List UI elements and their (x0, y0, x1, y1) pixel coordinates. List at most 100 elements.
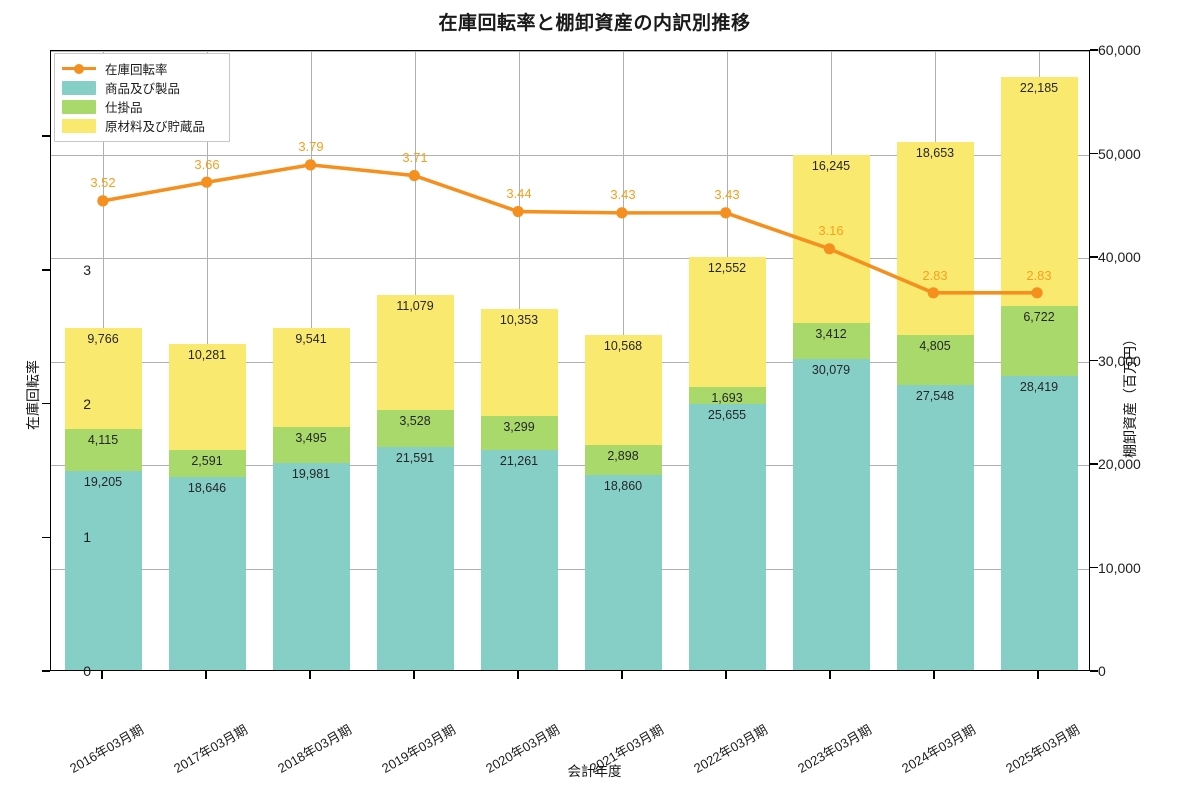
y-tick-label-right: 0 (1098, 663, 1106, 679)
bar-segment-1[interactable]: 4,805 (896, 335, 974, 385)
line-value-label: 3.52 (90, 175, 116, 191)
bar-segment-value-label: 19,205 (83, 475, 123, 490)
bar-segment-2[interactable]: 18,653 (896, 142, 974, 336)
y-tick-label-right: 20,000 (1098, 456, 1141, 472)
line-marker[interactable] (97, 195, 109, 207)
y-tick-label-left: 3 (83, 261, 91, 278)
legend-line-swatch-icon (62, 62, 96, 76)
line-value-label: 3.43 (714, 187, 740, 203)
bar-segment-0[interactable]: 21,591 (376, 446, 454, 670)
y-tick-right (1090, 463, 1098, 465)
bar-segment-value-label: 10,353 (499, 312, 539, 327)
bar-segment-1[interactable]: 2,898 (584, 444, 662, 475)
legend-item[interactable]: 仕掛品 (62, 97, 222, 116)
bar-segment-1[interactable]: 3,299 (480, 415, 558, 450)
x-tick (1037, 671, 1039, 679)
bar-segment-2[interactable]: 9,766 (64, 327, 142, 429)
line-marker[interactable] (512, 205, 524, 218)
x-tick (725, 671, 727, 679)
bar-segment-1[interactable]: 2,591 (168, 450, 246, 478)
bar-segment-1[interactable]: 3,412 (792, 323, 870, 359)
y-tick-label-right: 50,000 (1098, 145, 1141, 162)
line-marker[interactable] (408, 169, 420, 182)
bar-segment-value-label: 3,412 (815, 327, 847, 342)
legend-color-swatch-icon (62, 99, 96, 114)
line-value-label: 3.66 (194, 156, 220, 172)
x-axis-title: 会計年度 (567, 764, 622, 779)
line-value-label: 2.83 (922, 267, 948, 283)
bar-segment-0[interactable]: 25,655 (688, 404, 766, 670)
y-tick-left (42, 269, 50, 271)
bar-segment-1[interactable]: 3,528 (376, 410, 454, 447)
bar-segment-0[interactable]: 30,079 (792, 358, 870, 670)
gridline-horizontal (51, 568, 1089, 570)
bar-segment-2[interactable]: 22,185 (1000, 76, 1078, 307)
line-marker[interactable] (304, 159, 317, 171)
chart-legend: 在庫回転率商品及び製品 仕掛品 原材料及び貯蔵品 (54, 53, 230, 142)
bar-segment-value-label: 28,419 (1019, 379, 1059, 394)
line-value-label: 2.83 (1026, 267, 1052, 283)
y-axis-right-title: 棚卸資産（百万円） (1122, 331, 1138, 458)
gridline-horizontal (51, 154, 1089, 156)
legend-item[interactable]: 在庫回転率 (62, 59, 222, 78)
bar-segment-2[interactable]: 10,281 (168, 343, 246, 451)
line-marker[interactable] (1031, 287, 1043, 299)
gridline-horizontal (51, 361, 1089, 363)
bar-segment-value-label: 16,245 (811, 159, 851, 174)
line-value-label: 3.43 (610, 187, 636, 203)
legend-item[interactable]: 商品及び製品 (62, 78, 222, 97)
y-tick-label-right: 10,000 (1098, 559, 1141, 576)
line-marker[interactable] (201, 176, 213, 188)
bar-segment-value-label: 12,552 (707, 261, 747, 276)
bar-segment-0[interactable]: 19,205 (64, 471, 142, 670)
chart-title: 在庫回転率と棚卸資産の内訳別推移 (438, 13, 751, 34)
y-tick-label-right: 30,000 (1098, 352, 1141, 369)
bar-segment-2[interactable]: 12,552 (688, 257, 766, 387)
bar-segment-1[interactable]: 1,693 (688, 386, 766, 405)
bar-segment-2[interactable]: 9,541 (272, 328, 350, 428)
bar-segment-value-label: 6,722 (1023, 310, 1055, 325)
y-axis-left-title: 在庫回転率 (25, 359, 41, 430)
bar-segment-value-label: 18,646 (187, 481, 227, 496)
bar-segment-value-label: 25,655 (707, 408, 747, 423)
bar-segment-value-label: 4,115 (87, 432, 119, 447)
line-marker[interactable] (616, 207, 628, 219)
bar-segment-value-label: 18,860 (603, 478, 643, 493)
bar-segment-0[interactable]: 19,981 (272, 463, 350, 670)
y-tick-left (42, 670, 50, 672)
bar-segment-0[interactable]: 18,860 (584, 474, 662, 670)
bar-segment-value-label: 3,299 (503, 419, 535, 434)
bar-segment-2[interactable]: 10,353 (480, 308, 558, 416)
bar-segment-0[interactable]: 18,646 (168, 477, 246, 670)
x-tick (829, 671, 831, 679)
bar-segment-value-label: 2,898 (607, 448, 639, 463)
line-marker[interactable] (823, 243, 836, 255)
bar-segment-0[interactable]: 27,548 (896, 384, 974, 670)
bar-segment-value-label: 9,766 (87, 331, 119, 346)
legend-item[interactable]: 原材料及び貯蔵品 (62, 116, 222, 135)
plot-area: 19,205 4,115 9,766 18,646 2,591 10,281 19,981 3… (50, 50, 1090, 671)
legend-label: 在庫回転率 (105, 63, 168, 77)
bar-segment-1[interactable]: 6,722 (1000, 306, 1078, 376)
bar-segment-0[interactable]: 21,261 (480, 449, 558, 670)
bar-segment-1[interactable]: 3,495 (272, 427, 350, 464)
y-tick-right (1090, 152, 1098, 155)
bar-segment-2[interactable]: 10,568 (584, 335, 662, 445)
bar-segment-1[interactable]: 4,115 (64, 428, 142, 472)
legend-color-swatch-icon (62, 118, 96, 133)
x-tick (621, 671, 623, 679)
legend-label: 商品及び製品 (105, 82, 181, 96)
line-marker[interactable] (927, 287, 939, 299)
line-markers (97, 159, 1043, 299)
x-tick (205, 671, 207, 679)
bar-segment-0[interactable]: 28,419 (1000, 375, 1078, 670)
line-marker[interactable] (720, 207, 732, 219)
bar-segment-value-label: 2,591 (191, 454, 223, 469)
x-tick (413, 671, 415, 679)
line-series-layer (97, 159, 1043, 299)
y-tick-label-left: 1 (83, 529, 91, 546)
bar-segment-2[interactable]: 11,079 (376, 295, 454, 411)
bar-segment-value-label: 30,079 (811, 362, 851, 377)
x-tick (517, 671, 519, 679)
y-tick-left (42, 536, 50, 538)
